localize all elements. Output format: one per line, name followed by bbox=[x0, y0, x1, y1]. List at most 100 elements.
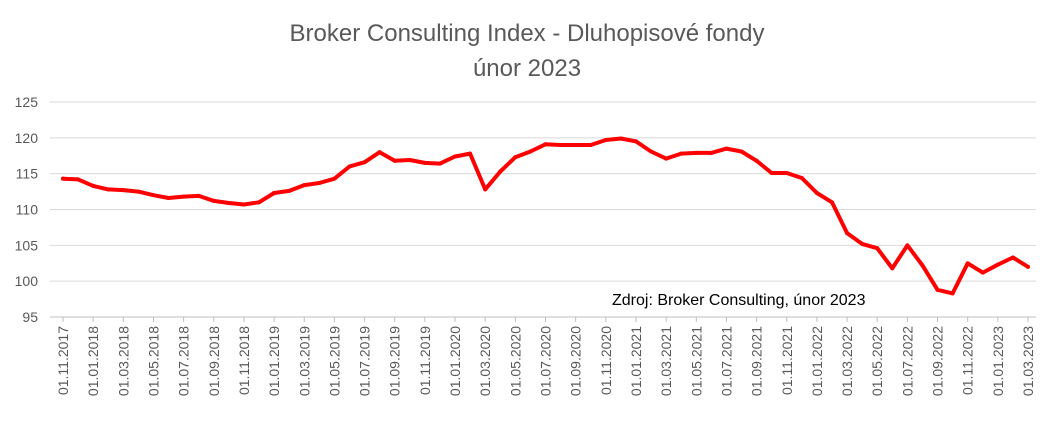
x-tick-label: 01.05.2019 bbox=[326, 326, 342, 396]
data-point bbox=[483, 187, 488, 192]
data-point bbox=[76, 177, 81, 182]
x-tick-label: 01.07.2018 bbox=[176, 326, 192, 396]
data-point bbox=[257, 200, 262, 205]
series-layer bbox=[61, 136, 1030, 296]
data-point bbox=[875, 246, 880, 251]
data-point bbox=[649, 149, 654, 154]
data-point bbox=[61, 176, 65, 181]
x-tick-label: 01.03.2023 bbox=[1020, 326, 1036, 396]
x-tick-label: 01.01.2020 bbox=[447, 326, 463, 396]
series-line bbox=[61, 136, 1030, 296]
data-point bbox=[709, 150, 714, 155]
x-tick-label: 01.03.2020 bbox=[477, 326, 493, 396]
data-point bbox=[664, 156, 669, 161]
data-point bbox=[603, 137, 608, 142]
data-point bbox=[498, 169, 503, 174]
data-point bbox=[272, 191, 277, 196]
x-axis-ticks: 01.11.2017 01.01.2018 01.03.2018 01.05.2018… bbox=[55, 317, 1036, 396]
x-tick-label: 01.09.2018 bbox=[206, 326, 222, 396]
data-point bbox=[724, 146, 729, 151]
x-tick-label: 01.09.2022 bbox=[930, 326, 946, 396]
data-point bbox=[317, 180, 322, 185]
x-tick-label: 01.07.2021 bbox=[718, 326, 734, 396]
x-tick-label: 01.03.2018 bbox=[115, 326, 131, 396]
x-tick-label: 01.05.2021 bbox=[688, 326, 704, 396]
source-annotation: Zdroj: Broker Consulting, únor 2023 bbox=[612, 292, 866, 309]
grid-lines bbox=[50, 101, 1036, 318]
data-point bbox=[965, 261, 970, 266]
data-point bbox=[226, 201, 231, 206]
y-tick-label: 110 bbox=[16, 202, 39, 218]
data-point bbox=[754, 158, 759, 163]
data-point bbox=[151, 193, 156, 198]
data-point bbox=[920, 263, 925, 268]
y-axis-ticks: 95 100 105 110 115 120 125 bbox=[15, 94, 39, 325]
y-tick-label: 100 bbox=[15, 273, 39, 289]
data-point bbox=[106, 187, 111, 192]
data-point bbox=[377, 150, 382, 155]
data-point bbox=[905, 243, 910, 248]
data-point bbox=[181, 194, 186, 199]
x-tick-label: 01.11.2021 bbox=[779, 326, 795, 395]
x-tick-label: 01.03.2021 bbox=[658, 326, 674, 396]
data-point bbox=[211, 198, 216, 203]
data-point bbox=[784, 170, 789, 175]
data-point bbox=[287, 188, 292, 193]
y-tick-label: 105 bbox=[15, 237, 39, 253]
data-point bbox=[845, 231, 850, 236]
data-point bbox=[543, 142, 548, 147]
y-tick-label: 115 bbox=[16, 166, 39, 182]
data-point bbox=[453, 154, 458, 159]
data-point bbox=[1026, 264, 1030, 269]
data-point bbox=[196, 193, 201, 198]
data-point bbox=[935, 287, 940, 292]
data-point bbox=[302, 183, 307, 188]
x-tick-label: 01.03.2019 bbox=[296, 326, 312, 396]
x-tick-label: 01.03.2022 bbox=[839, 326, 855, 396]
data-point bbox=[995, 262, 1000, 267]
x-tick-label: 01.01.2019 bbox=[266, 326, 282, 396]
data-point bbox=[679, 151, 684, 156]
chart-subtitle: únor 2023 bbox=[473, 55, 581, 82]
data-point bbox=[588, 143, 593, 147]
x-tick-label: 01.05.2020 bbox=[507, 326, 523, 396]
data-point bbox=[980, 270, 985, 275]
data-point bbox=[799, 175, 804, 180]
data-point bbox=[241, 202, 246, 207]
data-point bbox=[860, 241, 865, 246]
data-point bbox=[362, 160, 367, 165]
data-point bbox=[121, 188, 126, 193]
data-point bbox=[573, 143, 578, 147]
chart-title: Broker Consulting Index - Dluhopisové fo… bbox=[290, 20, 765, 47]
data-point bbox=[633, 139, 638, 144]
x-tick-label: 01.07.2020 bbox=[538, 326, 554, 396]
x-tick-label: 01.11.2020 bbox=[598, 326, 614, 395]
data-point bbox=[558, 143, 563, 147]
data-point bbox=[739, 149, 744, 154]
y-tick-label: 120 bbox=[15, 130, 39, 146]
x-tick-label: 01.09.2019 bbox=[387, 326, 403, 396]
x-tick-label: 01.01.2021 bbox=[628, 326, 644, 396]
data-point bbox=[528, 149, 533, 154]
data-point bbox=[890, 266, 895, 271]
x-tick-label: 01.09.2020 bbox=[568, 326, 584, 396]
data-point bbox=[437, 161, 442, 166]
x-tick-label: 01.11.2022 bbox=[960, 326, 976, 395]
x-tick-label: 01.07.2019 bbox=[357, 326, 373, 396]
x-tick-label: 01.11.2018 bbox=[236, 326, 252, 395]
x-tick-label: 01.07.2022 bbox=[899, 326, 915, 396]
data-point bbox=[91, 183, 96, 188]
data-point bbox=[1010, 255, 1015, 260]
data-point bbox=[829, 200, 834, 205]
data-point bbox=[513, 155, 518, 160]
data-point bbox=[618, 136, 623, 141]
data-point bbox=[136, 189, 141, 194]
data-point bbox=[422, 160, 427, 165]
x-tick-label: 01.11.2019 bbox=[417, 326, 433, 395]
x-tick-label: 01.09.2021 bbox=[749, 326, 765, 396]
data-point bbox=[407, 158, 412, 163]
data-point bbox=[769, 170, 774, 175]
x-tick-label: 01.01.2022 bbox=[809, 326, 825, 396]
data-point bbox=[468, 151, 473, 156]
data-point bbox=[694, 150, 699, 155]
